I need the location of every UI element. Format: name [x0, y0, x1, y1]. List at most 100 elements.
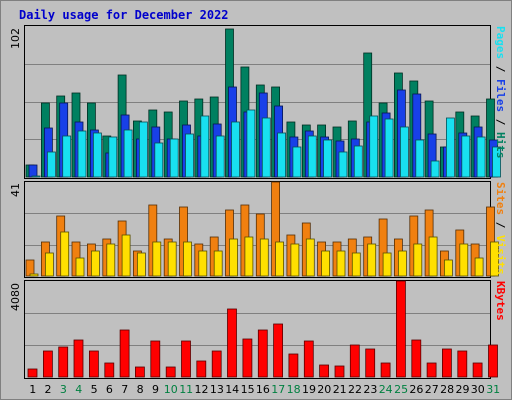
chart-title: Daily usage for December 2022: [19, 8, 229, 22]
bar-pages-day-1: [31, 175, 41, 178]
bar-sites-day-15: [244, 236, 254, 277]
x-tick-label: 4: [75, 383, 82, 396]
bar-kbytes-day-13: [211, 350, 222, 378]
bar-pages-day-7: [123, 129, 133, 178]
x-tick-label: 12: [195, 383, 209, 396]
x-tick-label: 9: [152, 383, 159, 396]
vertical-label-part: KBytes: [494, 281, 507, 321]
x-tick-label: 15: [241, 383, 255, 396]
x-tick-label: 21: [333, 383, 347, 396]
bar-pages-day-19: [307, 135, 317, 178]
bar-kbytes-day-16: [257, 329, 268, 378]
bar-sites-day-31: [490, 241, 499, 277]
bar-pages-day-6: [108, 136, 118, 178]
bar-pages-day-5: [93, 132, 102, 178]
bar-pages-day-8: [138, 121, 148, 178]
vertical-label-part: Hits: [494, 132, 507, 159]
bar-sites-day-7: [121, 234, 131, 277]
x-tick-label: 8: [137, 383, 144, 396]
x-tick-label: 1: [29, 383, 36, 396]
bar-pages-day-2: [47, 151, 56, 178]
bar-pages-day-21: [338, 151, 348, 178]
bar-kbytes-day-15: [242, 338, 253, 378]
bar-sites-day-27: [428, 236, 438, 277]
bar-sites-day-6: [106, 243, 116, 277]
bar-kbytes-day-23: [365, 348, 376, 378]
x-tick-label: 25: [394, 383, 408, 396]
bar-sites-day-23: [367, 243, 377, 277]
bar-sites-day-10: [167, 241, 177, 277]
bar-kbytes-day-20: [319, 364, 330, 378]
bar-kbytes-day-7: [119, 329, 130, 378]
x-tick-label: 29: [456, 383, 470, 396]
x-tick-label: 14: [225, 383, 239, 396]
vertical-label-part: /: [494, 59, 507, 79]
bar-sites-day-1: [29, 273, 39, 277]
bar-kbytes-day-2: [43, 350, 53, 378]
bar-kbytes-day-22: [349, 344, 360, 378]
bar-sites-day-14: [229, 238, 238, 277]
bar-pages-day-16: [261, 117, 271, 178]
bar-sites-day-16: [259, 238, 269, 277]
bar-kbytes-day-21: [334, 365, 345, 378]
x-tick-label: 10: [164, 383, 178, 396]
x-tick-label: 16: [256, 383, 270, 396]
bar-sites-day-11: [183, 241, 192, 277]
bar-kbytes-day-9: [150, 340, 161, 378]
bar-pages-day-9: [154, 142, 164, 178]
bar-pages-day-22: [353, 145, 363, 178]
x-axis-day-labels: 1 2 3 4 5 6 7 8 9 10 11 12 13 14 15 16 17 18 19 20 21 22 23 24 2…: [29, 383, 500, 396]
bar-kbytes-day-31: [488, 344, 498, 378]
bar-sites-day-29: [459, 243, 469, 277]
bar-kbytes-day-30: [472, 362, 483, 378]
bar-kbytes-day-6: [104, 362, 115, 378]
bar-pages-day-17: [277, 132, 287, 178]
bar-kbytes-day-8: [134, 366, 145, 378]
x-tick-label: 28: [440, 383, 454, 396]
bar-sites-day-12: [198, 250, 208, 277]
bar-pages-day-11: [185, 133, 194, 178]
bar-sites-day-20: [321, 250, 331, 277]
bars-layer: [25, 28, 501, 378]
bar-pages-day-24: [384, 118, 394, 178]
x-tick-label: 23: [363, 383, 377, 396]
bar-sites-day-21: [336, 250, 346, 277]
bar-kbytes-day-29: [457, 350, 468, 378]
x-tick-label: 3: [60, 383, 67, 396]
bar-sites-day-8: [136, 252, 146, 277]
bar-pages-day-15: [246, 109, 256, 178]
hits-files-pages-vertical-label: Pages / Files / Hits: [494, 26, 507, 159]
x-tick-label: 27: [425, 383, 439, 396]
vertical-legend-labels: Pages / Files / Hits Sites / Visits KBytes: [494, 26, 507, 321]
vertical-label-part: Visits: [494, 235, 507, 275]
bar-kbytes-day-11: [181, 340, 191, 378]
bar-pages-day-20: [323, 139, 333, 178]
bar-kbytes-day-4: [73, 339, 84, 378]
bar-pages-day-29: [461, 135, 471, 178]
bar-kbytes-day-28: [441, 348, 452, 378]
visits-ymax-label: 41: [9, 183, 22, 197]
bar-sites-day-13: [213, 250, 223, 277]
x-tick-label: 30: [471, 383, 485, 396]
bar-kbytes-day-24: [380, 362, 391, 378]
bar-pages-day-28: [445, 117, 455, 178]
x-tick-label: 24: [379, 383, 393, 396]
x-tick-label: 20: [317, 383, 331, 396]
bar-sites-day-25: [397, 250, 407, 277]
x-tick-label: 11: [179, 383, 193, 396]
bar-files-day-1: [28, 164, 38, 178]
bar-kbytes-day-25: [395, 280, 406, 378]
bar-kbytes-day-14: [227, 308, 237, 378]
x-tick-label: 13: [210, 383, 224, 396]
bar-kbytes-day-18: [288, 353, 299, 378]
bar-kbytes-day-5: [89, 350, 99, 378]
bar-pages-day-10: [169, 138, 179, 178]
bar-pages-day-27: [430, 160, 440, 178]
x-tick-label: 19: [302, 383, 316, 396]
bar-pages-day-30: [476, 136, 486, 178]
kbytes-ymax-label: 4080: [9, 283, 22, 311]
bar-sites-day-22: [351, 252, 361, 277]
x-tick-label: 7: [121, 383, 128, 396]
x-tick-label: 22: [348, 383, 362, 396]
